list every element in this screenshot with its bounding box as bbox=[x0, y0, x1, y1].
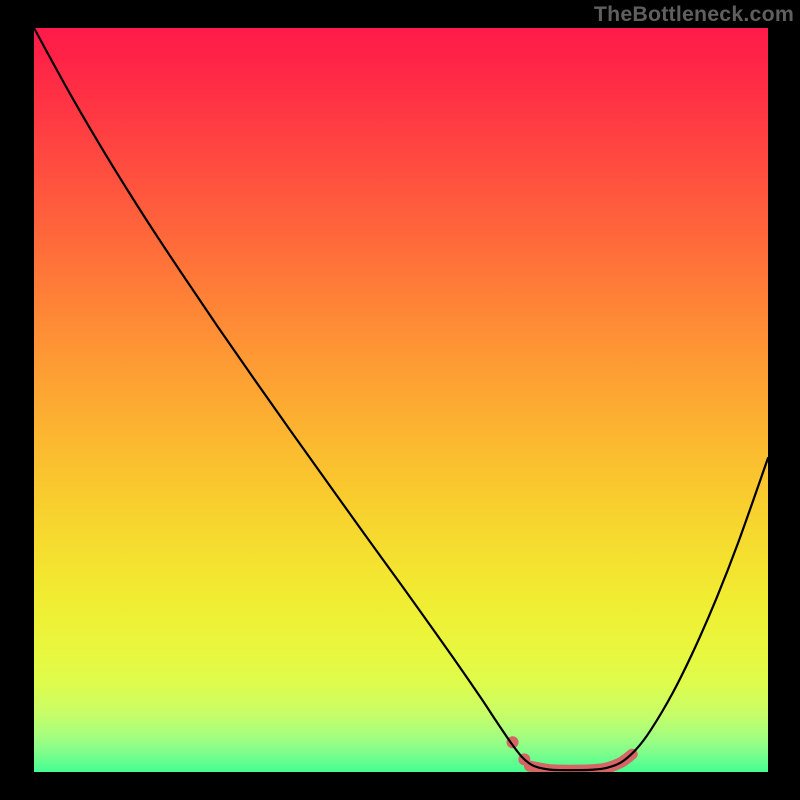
plot-area bbox=[34, 28, 768, 772]
watermark-text: TheBottleneck.com bbox=[594, 2, 794, 27]
chart-container: TheBottleneck.com bbox=[0, 0, 800, 800]
bottleneck-curve bbox=[34, 28, 768, 770]
curve-layer bbox=[34, 28, 768, 772]
